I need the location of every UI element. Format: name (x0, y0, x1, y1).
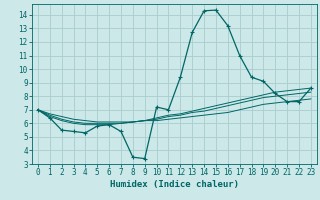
X-axis label: Humidex (Indice chaleur): Humidex (Indice chaleur) (110, 180, 239, 189)
